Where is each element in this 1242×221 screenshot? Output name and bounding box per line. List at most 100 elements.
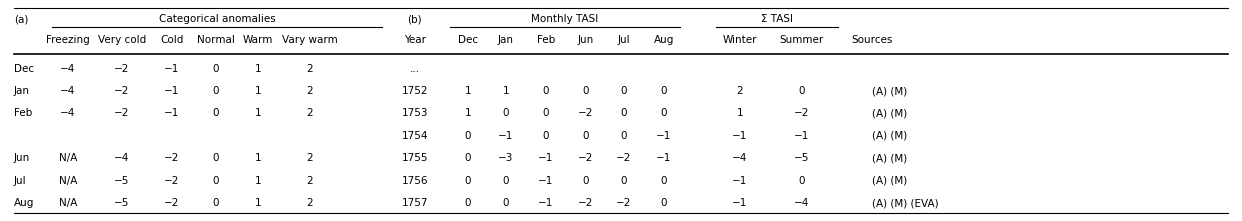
- Text: 1757: 1757: [401, 198, 428, 208]
- Text: N/A: N/A: [58, 153, 77, 163]
- Text: 0: 0: [582, 176, 589, 186]
- Text: (A) (M): (A) (M): [872, 109, 907, 118]
- Text: 0: 0: [465, 131, 471, 141]
- Text: −2: −2: [795, 109, 810, 118]
- Text: Freezing: Freezing: [46, 35, 89, 45]
- Text: (A) (M): (A) (M): [872, 86, 907, 96]
- Text: Jul: Jul: [14, 176, 26, 186]
- Text: Year: Year: [404, 35, 426, 45]
- Text: −2: −2: [164, 198, 180, 208]
- Text: 0: 0: [503, 109, 509, 118]
- Text: −1: −1: [164, 64, 180, 74]
- Text: (A) (M): (A) (M): [872, 153, 907, 163]
- Text: Very cold: Very cold: [98, 35, 147, 45]
- Text: −4: −4: [61, 86, 76, 96]
- Text: −2: −2: [114, 109, 129, 118]
- Text: 0: 0: [661, 86, 667, 96]
- Text: Jan: Jan: [498, 35, 514, 45]
- Text: Sources: Sources: [851, 35, 893, 45]
- Text: −1: −1: [656, 153, 672, 163]
- Text: −4: −4: [61, 64, 76, 74]
- Text: 0: 0: [543, 131, 549, 141]
- Text: 1: 1: [255, 109, 261, 118]
- Text: −1: −1: [498, 131, 514, 141]
- Text: Categorical anomalies: Categorical anomalies: [159, 14, 276, 24]
- Text: 2: 2: [307, 86, 313, 96]
- Text: −1: −1: [733, 131, 748, 141]
- Text: 1: 1: [737, 109, 743, 118]
- Text: 0: 0: [543, 86, 549, 96]
- Text: −5: −5: [795, 153, 810, 163]
- Text: 1752: 1752: [401, 86, 428, 96]
- Text: 0: 0: [621, 176, 627, 186]
- Text: 0: 0: [621, 131, 627, 141]
- Text: Jun: Jun: [578, 35, 594, 45]
- Text: 1: 1: [255, 86, 261, 96]
- Text: −1: −1: [656, 131, 672, 141]
- Text: Normal: Normal: [197, 35, 235, 45]
- Text: (A) (M) (EVA): (A) (M) (EVA): [872, 198, 939, 208]
- Text: −2: −2: [616, 153, 632, 163]
- Text: 0: 0: [543, 109, 549, 118]
- Text: −2: −2: [114, 86, 129, 96]
- Text: Warm: Warm: [243, 35, 273, 45]
- Text: Vary warm: Vary warm: [282, 35, 338, 45]
- Text: 1: 1: [255, 176, 261, 186]
- Text: −2: −2: [164, 176, 180, 186]
- Text: 2: 2: [307, 109, 313, 118]
- Text: 0: 0: [212, 176, 220, 186]
- Text: −2: −2: [164, 153, 180, 163]
- Text: 0: 0: [212, 64, 220, 74]
- Text: 1: 1: [503, 86, 509, 96]
- Text: 2: 2: [307, 176, 313, 186]
- Text: (A) (M): (A) (M): [872, 131, 907, 141]
- Text: 0: 0: [503, 176, 509, 186]
- Text: 1: 1: [465, 86, 471, 96]
- Text: 0: 0: [465, 153, 471, 163]
- Text: −1: −1: [164, 109, 180, 118]
- Text: −3: −3: [498, 153, 514, 163]
- Text: −2: −2: [616, 198, 632, 208]
- Text: 0: 0: [212, 153, 220, 163]
- Text: 0: 0: [621, 109, 627, 118]
- Text: 2: 2: [307, 198, 313, 208]
- Text: 0: 0: [661, 176, 667, 186]
- Text: 0: 0: [582, 131, 589, 141]
- Text: 2: 2: [307, 153, 313, 163]
- Text: 0: 0: [661, 109, 667, 118]
- Text: ...: ...: [410, 64, 420, 74]
- Text: 2: 2: [307, 64, 313, 74]
- Text: −4: −4: [733, 153, 748, 163]
- Text: 0: 0: [503, 198, 509, 208]
- Text: 0: 0: [212, 86, 220, 96]
- Text: −4: −4: [795, 198, 810, 208]
- Text: 0: 0: [465, 176, 471, 186]
- Text: 0: 0: [465, 198, 471, 208]
- Text: 1755: 1755: [401, 153, 428, 163]
- Text: −2: −2: [579, 153, 594, 163]
- Text: −1: −1: [733, 176, 748, 186]
- Text: Dec: Dec: [14, 64, 34, 74]
- Text: −1: −1: [538, 198, 554, 208]
- Text: 0: 0: [212, 109, 220, 118]
- Text: −2: −2: [579, 198, 594, 208]
- Text: 0: 0: [661, 198, 667, 208]
- Text: Jul: Jul: [617, 35, 630, 45]
- Text: −4: −4: [61, 109, 76, 118]
- Text: 1: 1: [255, 153, 261, 163]
- Text: Σ TASI: Σ TASI: [761, 14, 792, 24]
- Text: Jan: Jan: [14, 86, 30, 96]
- Text: −5: −5: [114, 198, 129, 208]
- Text: N/A: N/A: [58, 176, 77, 186]
- Text: −5: −5: [114, 176, 129, 186]
- Text: 1: 1: [465, 109, 471, 118]
- Text: 0: 0: [582, 86, 589, 96]
- Text: 1754: 1754: [401, 131, 428, 141]
- Text: −1: −1: [733, 198, 748, 208]
- Text: −1: −1: [795, 131, 810, 141]
- Text: N/A: N/A: [58, 198, 77, 208]
- Text: Aug: Aug: [653, 35, 674, 45]
- Text: Cold: Cold: [160, 35, 184, 45]
- Text: −1: −1: [538, 176, 554, 186]
- Text: 2: 2: [737, 86, 743, 96]
